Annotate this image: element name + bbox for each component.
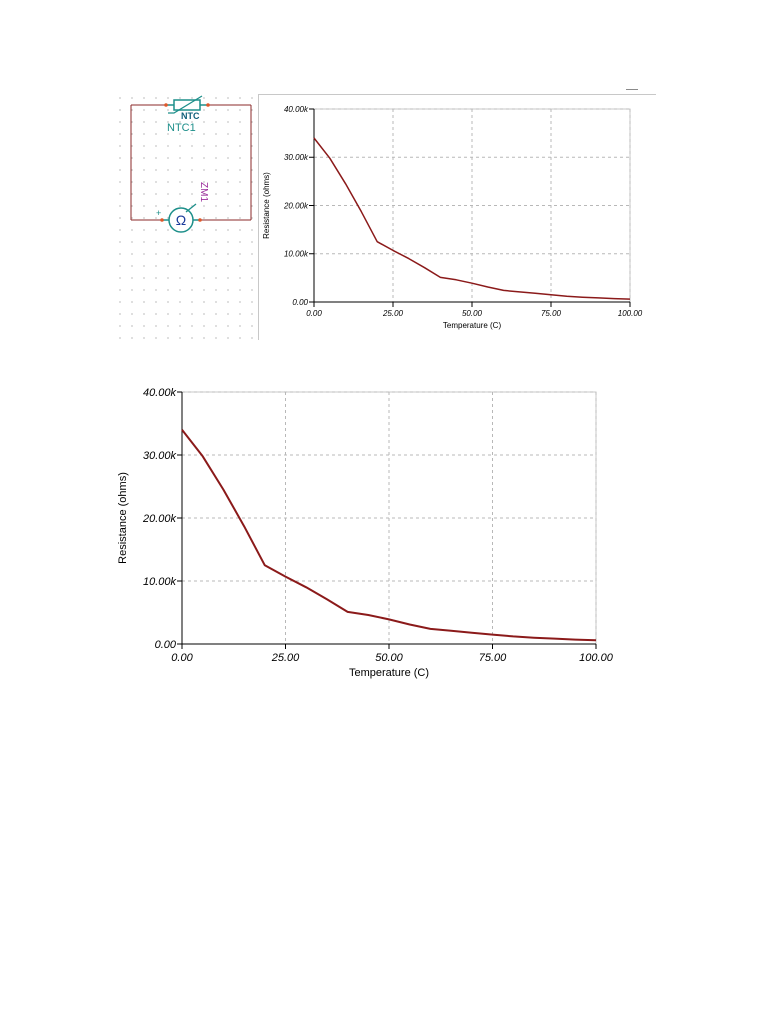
y-tick-label: 20.00k xyxy=(283,201,309,210)
simulator-screenshot: NTC NTC1 Ω + ZM1 0.00 10.00k 20.00k 30.00k 4… xyxy=(112,88,656,340)
window-minimize-button[interactable] xyxy=(624,88,640,92)
meter-polarity: + xyxy=(156,208,161,218)
resistance-curve xyxy=(181,429,597,642)
x-tick-label: 50.00 xyxy=(375,652,403,664)
x-tick-label: 50.00 xyxy=(462,309,483,318)
y-tick-label: 40.00k xyxy=(284,105,309,114)
schematic-canvas: NTC NTC1 Ω + ZM1 xyxy=(112,88,260,340)
y-tick-label: 20.00k xyxy=(142,513,177,525)
y-tick-label: 0.00 xyxy=(292,298,308,307)
x-tick-label: 100.00 xyxy=(618,309,643,318)
resistance-temperature-chart-small: 0.00 10.00k 20.00k 30.00k 40.00k 0.00 25.00 50.… xyxy=(262,105,643,330)
circuit-diagram: NTC NTC1 Ω + ZM1 xyxy=(130,95,252,233)
x-tick-label: 0.00 xyxy=(306,309,322,318)
y-tick-label: 30.00k xyxy=(284,153,309,162)
y-tick-label: 30.00k xyxy=(143,450,177,462)
thermistor-tag: NTC xyxy=(181,111,200,121)
y-tick-label: 40.00k xyxy=(143,387,177,399)
x-tick-label: 75.00 xyxy=(541,309,562,318)
x-tick-label: 100.00 xyxy=(579,652,614,664)
ntc-thermistor[interactable] xyxy=(164,95,210,114)
x-axis-label: Temperature (C) xyxy=(349,667,429,679)
y-tick-label: 10.00k xyxy=(143,576,177,588)
x-axis-label: Temperature (C) xyxy=(443,321,502,330)
resistance-temperature-chart-large: 0.00 10.00k 20.00k 30.00k 40.00k 0.00 25.00 50.… xyxy=(117,387,614,679)
resistance-temperature-chart-panel: 0.00 10.00k 20.00k 30.00k 40.00k 0.00 25.00 50.… xyxy=(110,380,640,705)
x-tick-label: 25.00 xyxy=(271,652,300,664)
resistance-curve xyxy=(313,137,631,300)
x-tick-label: 25.00 xyxy=(382,309,404,318)
thermistor-label: NTC1 xyxy=(167,122,196,134)
ohmmeter[interactable] xyxy=(160,203,202,233)
x-tick-label: 0.00 xyxy=(171,652,193,664)
plot-window[interactable]: 0.00 10.00k 20.00k 30.00k 40.00k 0.00 25.00 50.… xyxy=(258,94,656,340)
ohm-symbol: Ω xyxy=(176,212,186,228)
x-tick-label: 75.00 xyxy=(479,652,507,664)
y-axis-label: Resistance (ohms) xyxy=(262,172,271,239)
y-tick-label: 10.00k xyxy=(284,250,309,259)
meter-label: ZM1 xyxy=(198,182,209,202)
y-axis-label: Resistance (ohms) xyxy=(117,472,129,564)
y-tick-label: 0.00 xyxy=(155,639,177,651)
